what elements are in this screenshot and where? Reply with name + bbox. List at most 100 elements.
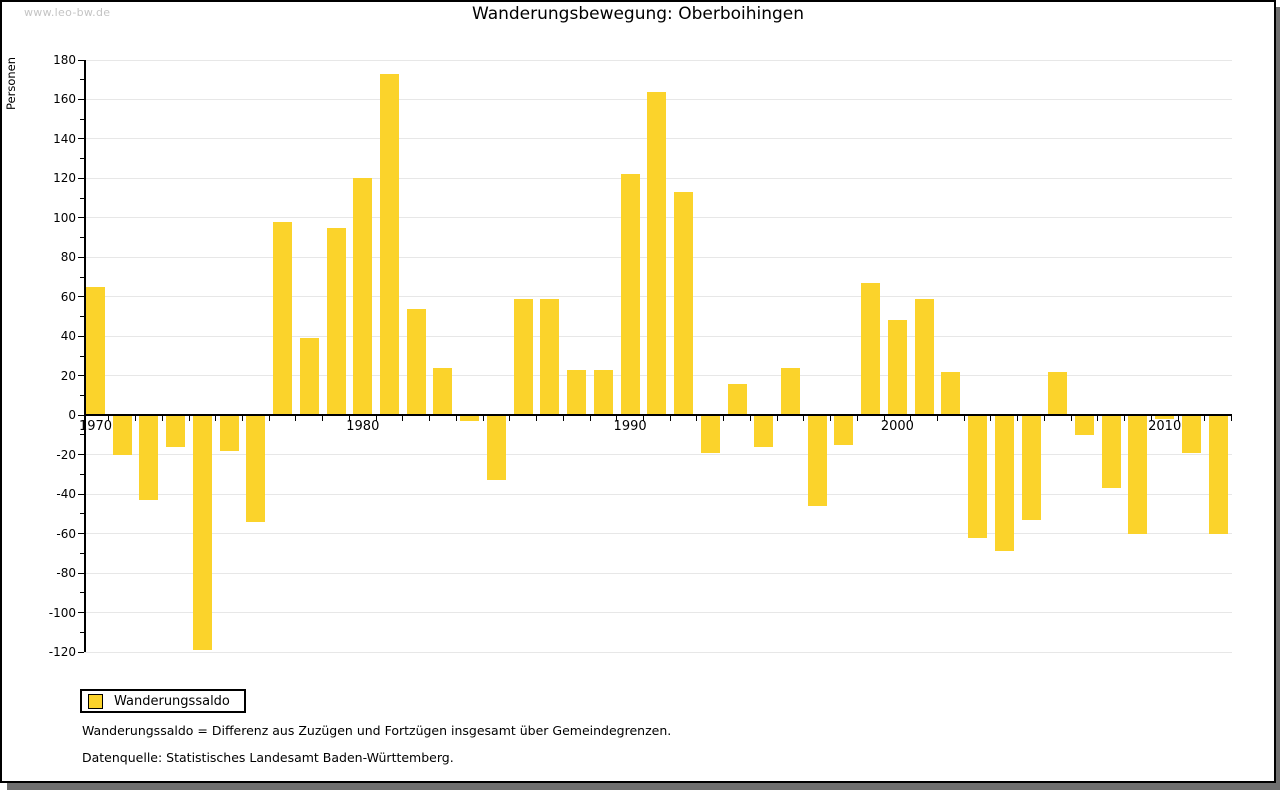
y-tick-120: [78, 177, 84, 179]
bar-1982: [406, 308, 426, 416]
bar-2010: [1155, 415, 1175, 420]
y-tick-80: [78, 256, 84, 258]
legend: Wanderungssaldo: [80, 689, 246, 713]
bar-1972: [139, 415, 159, 501]
x-tick-28: [856, 416, 858, 422]
y-tick-label-180: 180: [53, 53, 76, 67]
y-tick-20: [78, 375, 84, 377]
bar-2005: [1021, 415, 1041, 520]
x-tick-36: [1070, 416, 1072, 422]
footnote-definition: Wanderungssaldo = Differenz aus Zuzügen …: [82, 723, 672, 738]
bar-1993: [700, 415, 720, 453]
bar-1992: [674, 192, 694, 416]
y-tick-label-60: 60: [60, 289, 76, 304]
x-tick-11: [402, 416, 404, 422]
bar-2008: [1101, 415, 1121, 489]
y-tick--100: [78, 612, 84, 614]
gridline--40: [84, 493, 1232, 495]
y-tick-label-80: 80: [60, 250, 76, 265]
y-tick--110: [80, 631, 84, 633]
y-axis-title: Personen: [4, 56, 18, 110]
bar-1981: [380, 73, 400, 416]
x-tick-35: [1043, 416, 1045, 422]
gridline--60: [84, 533, 1232, 535]
y-tick-label--120: -120: [48, 645, 76, 659]
bar-2001: [914, 298, 934, 416]
bar-2004: [994, 415, 1014, 552]
gridline--100: [84, 612, 1232, 614]
x-tick-22: [696, 416, 698, 422]
y-tick--20: [78, 454, 84, 456]
y-tick--10: [80, 434, 84, 436]
x-tick-29: [883, 416, 885, 422]
y-tick-label--60: -60: [56, 526, 76, 541]
legend-label: Wanderungssaldo: [114, 693, 230, 709]
x-tick-label-2000: 2000: [880, 419, 914, 435]
bar-1971: [112, 415, 132, 455]
y-tick-110: [80, 197, 84, 199]
y-tick--40: [78, 493, 84, 495]
x-tick-6: [268, 416, 270, 422]
gridline--80: [84, 572, 1232, 574]
x-tick-30: [910, 416, 912, 422]
bar-1986: [513, 298, 533, 416]
x-tick-24: [749, 416, 751, 422]
y-tick-150: [80, 118, 84, 120]
y-tick--50: [80, 513, 84, 515]
x-tick-2: [161, 416, 163, 422]
bar-1988: [567, 369, 587, 416]
bar-2002: [941, 371, 961, 416]
bar-1973: [166, 415, 186, 447]
bar-1996: [780, 367, 800, 416]
bar-1975: [219, 415, 239, 451]
x-tick-26: [803, 416, 805, 422]
x-tick-label-1990: 1990: [613, 419, 647, 435]
y-tick-50: [80, 316, 84, 318]
y-tick-label-40: 40: [60, 329, 76, 344]
x-tick-label-2010: 2010: [1148, 419, 1182, 435]
x-tick-21: [669, 416, 671, 422]
bar-1990: [620, 174, 640, 416]
y-tick-0: [78, 414, 84, 416]
gridline-180: [84, 59, 1232, 61]
x-axis-line: [84, 414, 1232, 417]
y-tick--90: [80, 592, 84, 594]
x-tick-5: [242, 416, 243, 422]
y-axis-line: [84, 60, 86, 652]
y-tick-170: [80, 79, 84, 81]
y-tick-label-20: 20: [60, 368, 76, 383]
x-tick-42: [1231, 416, 1233, 422]
x-tick-3: [188, 416, 190, 422]
x-tick-14: [482, 416, 484, 422]
y-tick-40: [78, 335, 84, 337]
x-tick-7: [295, 416, 297, 422]
x-tick-37: [1097, 416, 1099, 422]
bar-1980: [353, 178, 373, 416]
x-tick-40: [1177, 416, 1179, 422]
y-tick-100: [78, 217, 84, 219]
y-tick--30: [80, 473, 84, 475]
x-tick-38: [1124, 416, 1126, 422]
y-tick--120: [78, 651, 84, 653]
bar-1997: [807, 415, 827, 506]
y-tick--70: [80, 552, 84, 554]
x-tick-8: [322, 416, 324, 422]
x-tick-16: [536, 416, 538, 422]
bar-1991: [647, 91, 667, 416]
x-tick-34: [1017, 416, 1019, 422]
x-tick-27: [830, 416, 832, 422]
bar-1985: [486, 415, 506, 481]
bar-1989: [593, 369, 613, 416]
plot-area: 180 160 140 120 100 80 60 40 20 0 -20 -40 -60 -80 -100…: [49, 53, 1233, 659]
x-tick-10: [375, 416, 377, 422]
x-tick-12: [429, 416, 431, 422]
y-tick-label-120: 120: [53, 171, 76, 186]
bar-1970: [86, 286, 105, 416]
y-tick-label-160: 160: [53, 92, 76, 107]
x-tick-20: [642, 416, 644, 422]
x-tick-39: [1150, 416, 1152, 422]
x-tick-label-1980: 1980: [346, 419, 380, 435]
bar-2011: [1181, 415, 1201, 453]
x-tick-15: [509, 416, 511, 422]
